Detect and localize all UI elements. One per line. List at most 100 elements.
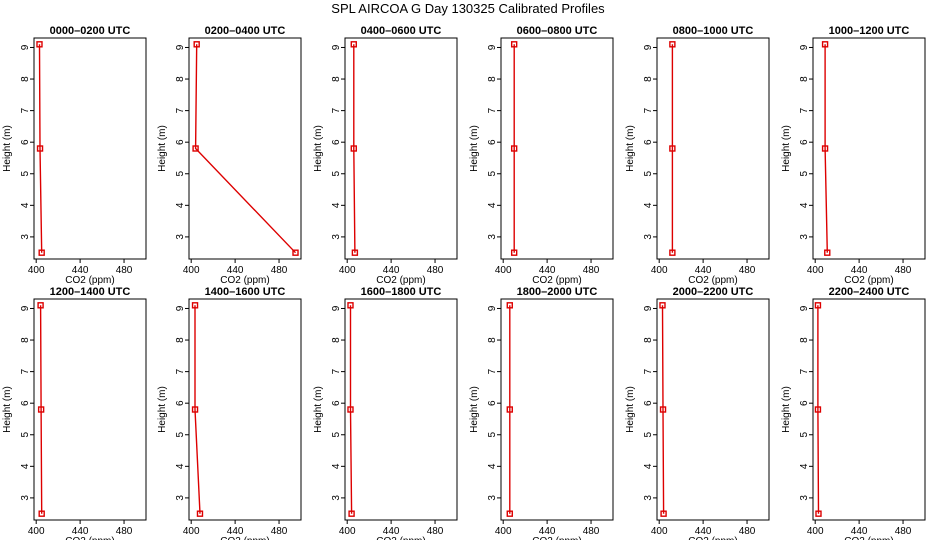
x-tick-label: 440 [72, 526, 89, 537]
y-tick-label: 5 [643, 432, 654, 438]
y-tick-label: 7 [20, 107, 31, 113]
y-tick-label: 3 [331, 495, 342, 501]
x-tick-label: 400 [28, 526, 45, 537]
y-tick-label: 4 [487, 463, 498, 469]
x-tick-label: 440 [695, 526, 712, 537]
y-axis-label: Height (m) [625, 386, 636, 433]
profile-point [193, 41, 200, 48]
profile-panel: 0000–0200 UTC 400 440 480 3 4 5 6 7 8 9 CO2 (ppm) He… [2, 25, 147, 286]
y-tick-label: 8 [331, 76, 342, 82]
y-tick-label: 5 [643, 171, 654, 177]
y-tick-label: 4 [175, 202, 186, 208]
y-tick-label: 4 [643, 202, 654, 208]
y-tick-label: 5 [20, 171, 31, 177]
y-axis-label: Height (m) [469, 125, 480, 172]
profile-panel: 0800–1000 UTC 400 440 480 3 4 5 6 7 8 9 CO2 (ppm) He… [625, 25, 770, 286]
y-axis-label: Height (m) [625, 125, 636, 172]
y-tick-label: 7 [175, 368, 186, 374]
panel-title: 0400–0600 UTC [361, 25, 442, 37]
profile-panel: 2200–2400 UTC 400 440 480 3 4 5 6 7 8 9 CO2 (ppm) He… [781, 286, 926, 540]
y-tick-label: 7 [799, 107, 810, 113]
panel-title: 0600–0800 UTC [517, 25, 598, 37]
profile-point [351, 249, 359, 256]
profile-point [191, 302, 199, 309]
plot-frame [812, 298, 926, 521]
profile-point [510, 41, 518, 48]
profile-point [669, 145, 676, 152]
x-tick-label: 480 [895, 265, 912, 276]
y-tick-label: 9 [799, 305, 810, 311]
x-tick-label: 480 [116, 265, 133, 276]
x-tick-label: 400 [495, 526, 512, 537]
profile-point [659, 302, 666, 309]
profile-line [194, 44, 297, 254]
y-tick-label: 6 [175, 400, 186, 406]
y-tick-label: 9 [331, 305, 342, 311]
y-tick-label: 3 [175, 234, 186, 240]
y-tick-label: 8 [331, 337, 342, 343]
x-tick-label: 480 [739, 526, 756, 537]
y-tick-label: 7 [643, 107, 654, 113]
y-axis-label: Height (m) [157, 386, 168, 433]
y-tick-label: 8 [643, 76, 654, 82]
y-tick-label: 9 [175, 305, 186, 311]
profile-point [815, 510, 822, 517]
y-tick-label: 3 [643, 234, 654, 240]
x-tick-label: 400 [807, 265, 824, 276]
profile-point [37, 302, 44, 309]
y-tick-label: 6 [487, 139, 498, 145]
panel-title: 0200–0400 UTC [205, 25, 286, 37]
plot-frame [344, 37, 458, 260]
panel-title: 1400–1600 UTC [205, 286, 286, 298]
y-tick-label: 6 [175, 139, 186, 145]
profile-point [821, 41, 829, 48]
plot-frame [344, 298, 458, 521]
profile-point [350, 41, 357, 48]
y-tick-label: 3 [175, 495, 186, 501]
y-tick-label: 7 [20, 368, 31, 374]
y-tick-label: 7 [331, 368, 342, 374]
profile-line [39, 305, 43, 514]
x-tick-label: 400 [651, 526, 668, 537]
y-tick-label: 7 [643, 368, 654, 374]
profile-point [660, 510, 667, 517]
x-tick-label: 400 [495, 265, 512, 276]
y-tick-label: 3 [20, 495, 31, 501]
profile-point [821, 145, 829, 152]
y-tick-label: 8 [799, 76, 810, 82]
x-tick-label: 440 [72, 265, 89, 276]
profile-point [510, 145, 518, 152]
x-tick-label: 440 [539, 526, 556, 537]
y-tick-label: 4 [20, 463, 31, 469]
y-tick-label: 8 [487, 76, 498, 82]
x-axis-label: CO2 (ppm) [65, 536, 114, 540]
y-axis-label: Height (m) [313, 125, 324, 172]
y-tick-label: 9 [643, 305, 654, 311]
y-tick-label: 7 [799, 368, 810, 374]
x-axis-label: CO2 (ppm) [220, 536, 269, 540]
profile-point [510, 249, 518, 256]
profile-panel: 1800–2000 UTC 400 440 480 3 4 5 6 7 8 9 CO2 (ppm) He… [469, 286, 614, 540]
x-tick-label: 400 [183, 526, 200, 537]
x-tick-label: 440 [539, 265, 556, 276]
plot-frame [33, 298, 147, 521]
profile-point [347, 406, 354, 413]
plot-frame [656, 37, 770, 260]
y-tick-label: 3 [487, 495, 498, 501]
x-axis-label: CO2 (ppm) [532, 275, 581, 286]
panel-title: 1800–2000 UTC [517, 286, 598, 298]
panel-title: 2200–2400 UTC [829, 286, 910, 298]
profile-point [36, 41, 43, 48]
x-tick-label: 440 [851, 526, 868, 537]
profile-line [349, 305, 353, 514]
profile-line [353, 44, 356, 253]
y-tick-label: 5 [175, 171, 186, 177]
figure-title: SPL AIRCOA G Day 130325 Calibrated Profi… [331, 1, 605, 16]
plot-frame [500, 298, 614, 521]
y-tick-label: 7 [175, 107, 186, 113]
profile-panel: 1400–1600 UTC 400 440 480 3 4 5 6 7 8 9 CO2 (ppm) He… [157, 286, 302, 540]
profile-point [196, 510, 204, 517]
profile-point [38, 249, 45, 256]
profile-point [347, 302, 354, 309]
